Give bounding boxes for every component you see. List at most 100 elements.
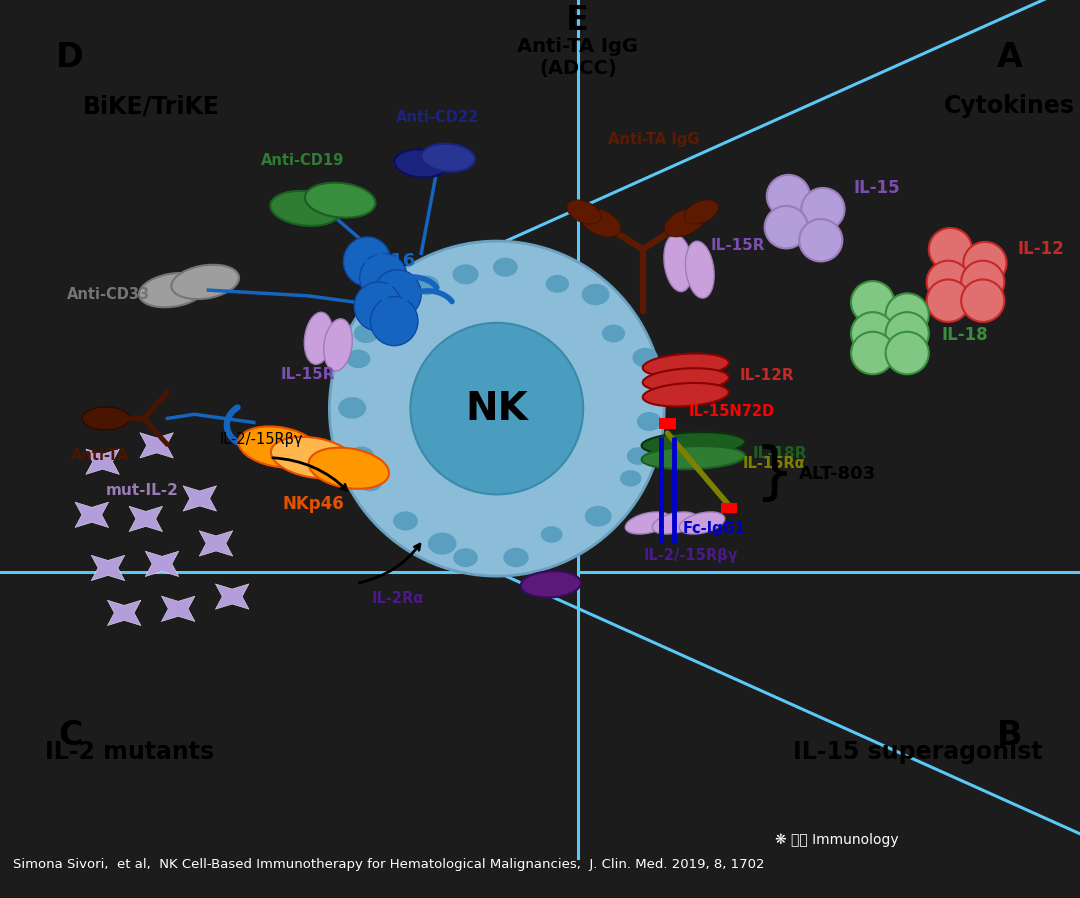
Ellipse shape [686,242,714,298]
Circle shape [429,533,456,554]
Polygon shape [161,596,195,621]
Polygon shape [199,531,233,556]
Circle shape [637,413,661,430]
Ellipse shape [343,237,391,286]
Ellipse shape [851,331,894,374]
Text: IL-18R: IL-18R [753,446,807,461]
Ellipse shape [643,368,729,392]
Ellipse shape [374,269,421,319]
Text: NK: NK [465,390,528,427]
Circle shape [585,506,611,526]
Text: IL-2/-15Rβγ: IL-2/-15Rβγ [219,432,303,447]
Circle shape [359,473,381,490]
Ellipse shape [799,219,842,261]
Text: Fc-IgG1: Fc-IgG1 [683,521,745,536]
Polygon shape [75,502,109,527]
Text: IL-15R: IL-15R [711,238,765,252]
Ellipse shape [354,282,402,331]
Ellipse shape [271,436,355,479]
Text: Anti-CD33: Anti-CD33 [67,286,149,302]
Text: mut-IL-2: mut-IL-2 [106,483,179,497]
Ellipse shape [929,228,972,270]
Ellipse shape [886,331,929,374]
Ellipse shape [521,571,581,597]
Text: Anti-TA: Anti-TA [71,448,130,462]
Polygon shape [215,584,249,609]
Ellipse shape [410,322,583,495]
Polygon shape [145,551,179,577]
Ellipse shape [643,383,729,407]
Text: NKp46: NKp46 [282,495,345,513]
Ellipse shape [270,191,341,226]
Circle shape [621,471,640,486]
Text: }: } [754,444,794,504]
Text: BiKE/TriKE: BiKE/TriKE [83,94,219,119]
Text: IL-15 superagonist: IL-15 superagonist [793,740,1043,764]
Ellipse shape [664,208,705,237]
Polygon shape [85,449,120,474]
Ellipse shape [305,313,333,365]
Circle shape [494,259,517,276]
Text: IL-12: IL-12 [1017,241,1064,259]
Ellipse shape [765,206,808,249]
Polygon shape [183,486,217,511]
Text: IL-2 mutants: IL-2 mutants [45,740,214,764]
Ellipse shape [801,188,845,231]
Text: ALT-803: ALT-803 [799,465,876,483]
Text: IL-12R: IL-12R [740,368,795,383]
Circle shape [541,527,562,542]
Text: IL-18: IL-18 [942,326,988,344]
Ellipse shape [961,260,1004,304]
Ellipse shape [139,273,206,307]
Ellipse shape [360,253,407,303]
Text: IL-15N72D: IL-15N72D [689,403,775,418]
Text: D: D [56,40,84,74]
Ellipse shape [421,144,475,172]
Ellipse shape [886,294,929,336]
Text: IL-2/-15Rβγ: IL-2/-15Rβγ [644,548,739,563]
Ellipse shape [927,279,970,322]
Text: CD16: CD16 [362,252,416,270]
Ellipse shape [309,448,389,489]
Ellipse shape [580,208,621,237]
Circle shape [454,549,477,567]
Ellipse shape [394,149,448,178]
Text: ❋ 闲谈 Immunology: ❋ 闲谈 Immunology [775,832,899,847]
Circle shape [546,276,568,292]
Polygon shape [139,433,174,458]
Circle shape [582,285,609,304]
Polygon shape [107,600,141,626]
Ellipse shape [664,234,692,292]
Text: E: E [566,4,590,37]
Circle shape [384,302,409,320]
Polygon shape [129,506,163,532]
Circle shape [504,549,528,567]
Text: Cytokines: Cytokines [944,94,1076,119]
Ellipse shape [685,200,718,224]
Circle shape [347,350,369,367]
Ellipse shape [679,512,725,534]
Ellipse shape [567,200,600,224]
Circle shape [415,276,438,295]
Ellipse shape [643,354,729,377]
Text: C: C [58,719,82,752]
Bar [659,418,676,429]
Text: IL-15: IL-15 [853,179,900,197]
Ellipse shape [305,182,376,217]
Ellipse shape [642,446,745,470]
Text: Anti-TA IgG: Anti-TA IgG [608,132,699,147]
Circle shape [349,447,374,466]
Polygon shape [91,555,125,581]
Circle shape [627,448,649,464]
Text: Anti-CD19: Anti-CD19 [260,153,345,168]
Ellipse shape [329,241,664,577]
Ellipse shape [886,313,929,355]
Ellipse shape [172,265,239,299]
Ellipse shape [851,313,894,355]
Ellipse shape [625,512,671,534]
Circle shape [354,324,378,342]
Circle shape [603,325,624,342]
Text: IL-15Rα: IL-15Rα [743,456,806,471]
Text: B: B [997,719,1023,752]
Ellipse shape [82,407,130,430]
